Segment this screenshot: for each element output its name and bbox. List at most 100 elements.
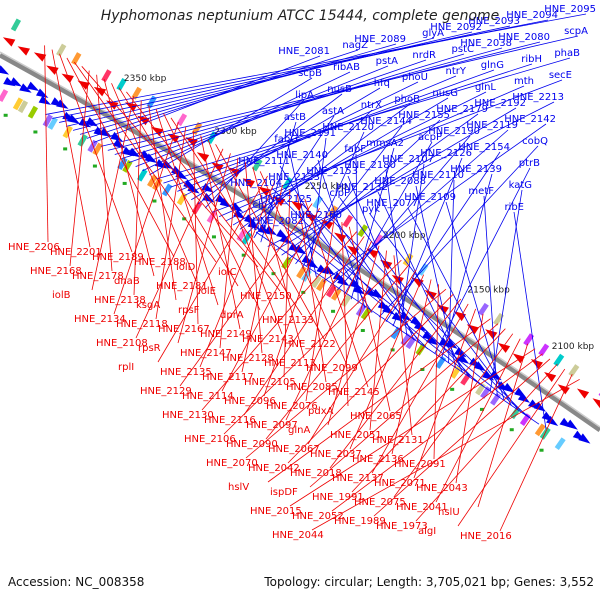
forward-gene-arrow	[19, 83, 32, 93]
function-color-block	[151, 177, 163, 191]
function-color-block	[17, 100, 29, 114]
reverse-gene-label: HNE_2067	[268, 444, 320, 455]
reverse-gene-label: iolD	[176, 262, 196, 273]
reverse-gene-label: HNE_2016	[460, 531, 512, 542]
forward-leader-line	[271, 187, 428, 350]
function-color-block	[554, 437, 566, 451]
forward-leader-line	[184, 81, 419, 196]
forward-leader-line	[135, 65, 389, 168]
reverse-leader-line	[391, 279, 432, 455]
forward-gene-label: HNE_2179	[436, 104, 488, 115]
reverse-leader-line	[331, 353, 543, 512]
function-color-block	[316, 278, 327, 292]
forward-leader-line	[407, 207, 512, 406]
function-color-block	[92, 142, 103, 156]
function-color-block	[478, 302, 489, 316]
reverse-leader-line	[113, 122, 179, 315]
function-color-block	[400, 333, 412, 346]
forward-gene-label: HNE_2180	[344, 160, 396, 171]
reverse-leader-line	[155, 108, 219, 306]
function-color-block	[12, 97, 24, 111]
function-color-block	[191, 122, 203, 136]
reverse-leader-line	[59, 53, 133, 253]
kbp-tick-label: 2250 kbp	[305, 182, 348, 192]
forward-gene-label: acpP	[418, 132, 442, 143]
reverse-gene-label: iolE	[198, 286, 216, 297]
forward-leader-line	[279, 165, 373, 313]
reverse-gene-arrow	[61, 73, 74, 83]
reverse-leader-line	[157, 175, 268, 363]
tick-mark	[92, 164, 97, 168]
forward-gene-label: clpX	[253, 200, 275, 211]
reverse-gene-label: HNE_1973	[376, 521, 428, 532]
reverse-gene-arrow	[290, 201, 304, 211]
reverse-leader-line	[259, 171, 347, 364]
function-color-block	[101, 69, 112, 83]
reverse-leader-line	[304, 198, 369, 388]
forward-gene-arrow	[113, 138, 126, 149]
reverse-leader-line	[44, 45, 49, 243]
function-color-block	[0, 89, 9, 102]
reverse-gene-label: HNE_2167	[158, 324, 210, 335]
forward-gene-label: HNE_2104	[230, 178, 282, 189]
reverse-leader-line	[499, 374, 573, 532]
forward-leader-line	[339, 197, 470, 378]
reverse-gene-label: ksgA	[136, 300, 160, 311]
reverse-leader-line	[296, 194, 327, 383]
reverse-gene-arrow	[497, 342, 511, 353]
forward-gene-label: astA	[322, 106, 344, 117]
forward-leader-line	[301, 203, 477, 382]
function-color-block	[27, 105, 39, 119]
reverse-gene-label: HNE_2188	[134, 257, 186, 268]
reverse-leader-line	[118, 87, 239, 287]
function-color-block	[191, 201, 203, 215]
reverse-leader-line	[179, 203, 313, 387]
function-color-block	[10, 18, 22, 32]
reverse-gene-label: HNE_2201	[50, 247, 102, 258]
function-color-block	[330, 287, 342, 301]
tick-mark	[420, 367, 425, 371]
reverse-gene-label: HNE_2097	[246, 420, 298, 431]
forward-gene-label: HNE_2123	[268, 172, 320, 183]
reverse-gene-label: hslU	[438, 507, 460, 518]
reverse-gene-label: HNE_2041	[396, 502, 448, 513]
reverse-leader-line	[285, 240, 372, 421]
forward-gene-label: HNE_2080	[498, 32, 550, 43]
forward-leader-line	[336, 135, 471, 291]
forward-gene-label: cobQ	[522, 136, 548, 147]
forward-gene-arrow	[533, 401, 546, 412]
reverse-leader-line	[51, 49, 91, 248]
function-color-block	[355, 303, 367, 317]
accession-label: Accession: NC_008358	[8, 575, 145, 589]
forward-gene-label: HNE_2139	[450, 164, 502, 175]
forward-gene-label: hfq	[374, 78, 390, 89]
forward-gene-label: HNE_2093	[468, 16, 520, 27]
reverse-gene-label: HNE_2037	[310, 449, 362, 460]
reverse-gene-label: HNE_2075	[354, 497, 406, 508]
forward-gene-label: HNE_2107	[382, 154, 434, 165]
forward-gene-label: HNE_2110	[412, 170, 464, 181]
reverse-gene-label: HNE_2137	[332, 473, 384, 484]
forward-gene-label: tig	[253, 222, 266, 233]
tick-mark	[450, 387, 455, 391]
forward-leader-line	[309, 181, 422, 345]
reverse-gene-label: HNE_1991	[312, 492, 364, 503]
reverse-gene-label: iolB	[52, 290, 71, 301]
forward-gene-label: glnL	[475, 82, 496, 93]
forward-gene-label: ribAB	[333, 62, 360, 73]
forward-gene-arrow	[38, 95, 52, 105]
forward-gene-label: HNE_2119	[466, 120, 518, 131]
reverse-leader-line	[267, 318, 491, 483]
forward-gene-label: fabF	[344, 144, 366, 155]
tick-mark	[63, 147, 68, 151]
function-color-block	[137, 168, 148, 182]
forward-leader-line	[369, 213, 519, 411]
forward-gene-label: nusB	[327, 84, 352, 95]
reverse-leader-line	[435, 338, 521, 503]
tick-mark	[360, 328, 365, 332]
forward-gene-label: phoU	[402, 72, 428, 83]
forward-gene-label: HNE_2081	[278, 46, 330, 57]
reverse-leader-line	[245, 288, 447, 459]
forward-gene-label: HNE_2192	[474, 98, 526, 109]
